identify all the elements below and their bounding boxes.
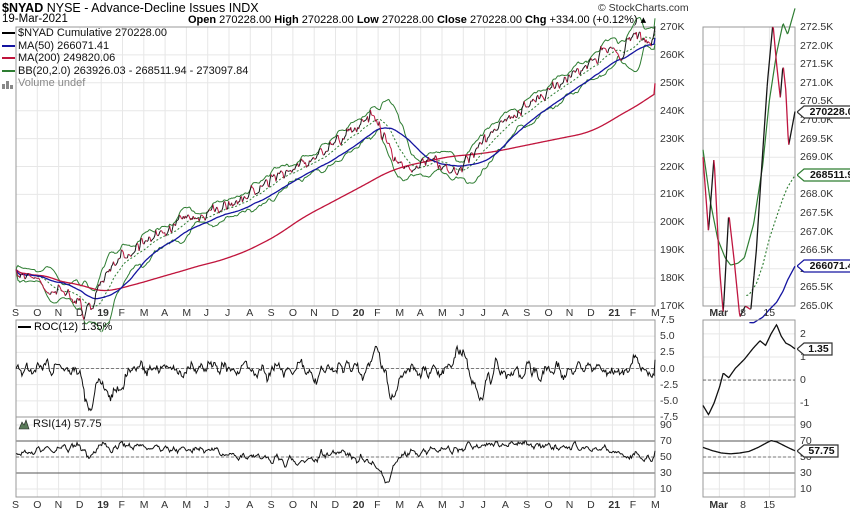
svg-text:268511.94: 268511.94	[810, 169, 850, 181]
svg-text:57.75: 57.75	[808, 445, 834, 457]
svg-text:270228.00: 270228.00	[810, 106, 850, 118]
svg-text:266071.41: 266071.41	[810, 260, 850, 272]
svg-text:1.35: 1.35	[808, 343, 829, 355]
